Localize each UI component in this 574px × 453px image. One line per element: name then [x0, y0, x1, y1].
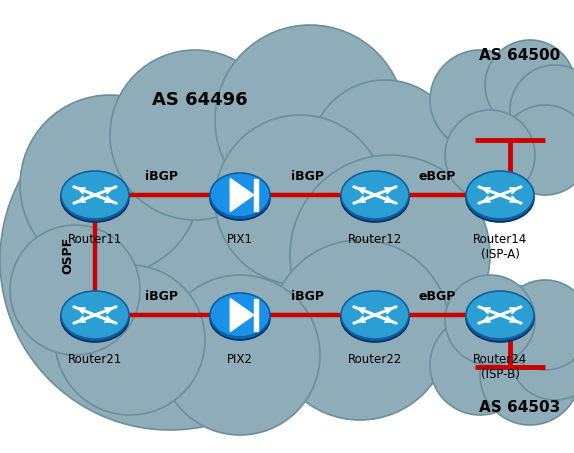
Text: PIX1: PIX1: [227, 233, 253, 246]
Circle shape: [160, 275, 320, 435]
Ellipse shape: [341, 174, 409, 222]
Text: Router21: Router21: [68, 353, 122, 366]
Circle shape: [215, 25, 405, 215]
Circle shape: [510, 310, 574, 400]
Circle shape: [445, 110, 535, 200]
Circle shape: [10, 225, 140, 355]
Circle shape: [450, 285, 570, 405]
Text: AS 64503: AS 64503: [479, 400, 561, 415]
Ellipse shape: [210, 173, 270, 217]
Circle shape: [430, 50, 530, 150]
Ellipse shape: [466, 294, 534, 342]
Text: iBGP: iBGP: [292, 170, 324, 183]
Text: eBGP: eBGP: [418, 290, 456, 303]
Text: OSPF: OSPF: [61, 236, 75, 274]
Circle shape: [20, 95, 200, 275]
Text: AS 64496: AS 64496: [152, 91, 248, 109]
Circle shape: [290, 155, 490, 355]
Text: AS 64500: AS 64500: [479, 48, 561, 63]
Text: Router12: Router12: [348, 233, 402, 246]
Ellipse shape: [61, 294, 129, 342]
Circle shape: [110, 50, 280, 220]
Text: eBGP: eBGP: [418, 170, 456, 183]
Ellipse shape: [466, 171, 534, 219]
Circle shape: [500, 105, 574, 195]
Ellipse shape: [210, 176, 270, 220]
Bar: [254, 299, 258, 331]
Ellipse shape: [341, 171, 409, 219]
Text: iBGP: iBGP: [145, 290, 179, 303]
Circle shape: [430, 315, 530, 415]
Ellipse shape: [466, 174, 534, 222]
Circle shape: [485, 40, 574, 130]
Circle shape: [270, 240, 450, 420]
Circle shape: [480, 325, 574, 425]
Ellipse shape: [341, 294, 409, 342]
Polygon shape: [230, 299, 254, 332]
Polygon shape: [230, 178, 254, 212]
Circle shape: [510, 65, 574, 155]
Text: iBGP: iBGP: [292, 290, 324, 303]
Text: iBGP: iBGP: [145, 170, 179, 183]
Text: PIX2: PIX2: [227, 353, 253, 366]
Text: Router11: Router11: [68, 233, 122, 246]
Ellipse shape: [341, 291, 409, 339]
Ellipse shape: [61, 174, 129, 222]
Circle shape: [0, 90, 340, 430]
Text: Router14
(ISP-A): Router14 (ISP-A): [473, 233, 527, 261]
Circle shape: [450, 70, 570, 190]
Circle shape: [55, 265, 205, 415]
Circle shape: [500, 280, 574, 370]
Ellipse shape: [210, 296, 270, 340]
Ellipse shape: [466, 291, 534, 339]
Ellipse shape: [61, 171, 129, 219]
Ellipse shape: [210, 293, 270, 337]
Circle shape: [445, 275, 535, 365]
Text: Router24
(ISP-B): Router24 (ISP-B): [473, 353, 527, 381]
Circle shape: [310, 80, 460, 230]
Text: Router22: Router22: [348, 353, 402, 366]
Bar: [254, 179, 258, 211]
Circle shape: [215, 115, 385, 285]
Ellipse shape: [61, 291, 129, 339]
